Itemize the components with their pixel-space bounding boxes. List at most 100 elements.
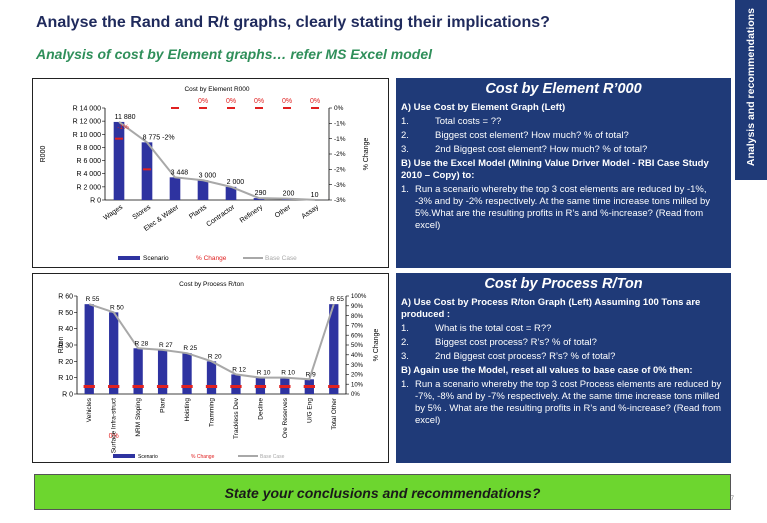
data-label: R 55: [330, 296, 344, 303]
pct-change-mark: [171, 107, 179, 109]
y-axis-title: R000: [40, 146, 47, 163]
y2-tick-label: -3%: [334, 197, 346, 204]
element-item: 3. 2nd Biggest cost element? How much? % …: [401, 144, 648, 155]
y2-tick-label: -1%: [334, 136, 346, 143]
element-panel-title: Cost by Element R’000: [485, 81, 642, 97]
data-label: R 10: [281, 370, 295, 377]
data-label: 290: [255, 190, 267, 197]
x-tick-label: U/G Eng: [306, 398, 313, 423]
data-label: R 12: [232, 366, 246, 373]
data-label: R 50: [110, 304, 124, 311]
bar: [225, 186, 237, 200]
x-tick-label: Trackless Dev: [233, 397, 240, 439]
element-heading-b: B) Use the Excel Model (Mining Value Dri…: [401, 158, 709, 181]
bar: [329, 304, 339, 394]
x-tick-label: Plant: [160, 398, 167, 413]
y-tick-label: R 10: [58, 375, 73, 382]
legend-label: Scenario: [143, 255, 169, 262]
y-tick-label: R 50: [58, 310, 73, 317]
x-tick-label: Plants: [188, 204, 208, 221]
page-title: Analyse the Rand and R/t graphs, clearly…: [36, 14, 550, 31]
data-label: R 25: [183, 345, 197, 352]
pct-change-mark: [230, 385, 242, 388]
data-label: 11 880: [115, 114, 136, 121]
x-tick-label: Ore Reserves: [282, 397, 289, 438]
pct-change-label: 0%: [109, 433, 119, 440]
x-tick-label: Contractor: [205, 204, 236, 229]
data-label: 200: [283, 191, 295, 198]
y-tick-label: R 14 000: [73, 106, 102, 113]
y-tick-label: R 60: [58, 294, 73, 301]
y2-tick-label: -2%: [334, 151, 346, 158]
y2-tick-label: 70%: [351, 324, 364, 330]
process-chart[interactable]: Cost by Process R/ton R 60 R 50 R 40 R 30 R 2…: [32, 273, 389, 463]
bar: [84, 304, 94, 394]
legend-label: Base Case: [260, 454, 285, 460]
pct-change-label: 0%: [198, 98, 208, 105]
pct-change-mark: [108, 385, 120, 388]
y-tick-label: R 30: [58, 343, 73, 350]
data-label: R 55: [86, 296, 100, 303]
page-number: 7: [730, 496, 734, 502]
y2-axis-title: % Change: [373, 329, 380, 362]
pct-change-label: 0%: [254, 98, 264, 105]
y2-axis-title: % Change: [363, 138, 370, 171]
x-tick-label: Total Other: [331, 397, 338, 430]
y2-tick-label: 90%: [351, 304, 364, 310]
bar: [206, 361, 217, 394]
element-panel: Cost by Element R’000 A) Use Cost by Ele…: [396, 78, 731, 268]
legend-swatch-scenario: [118, 256, 140, 260]
data-label: R 27: [159, 342, 173, 349]
pct-change-label: -1%: [117, 124, 129, 131]
data-label: 10: [311, 192, 319, 199]
y2-tick-label: 20%: [351, 373, 364, 379]
y2-tick-label: -2%: [334, 167, 346, 174]
side-tab[interactable]: Analysis and recommendations: [735, 0, 767, 180]
bar: [231, 374, 241, 394]
pct-change-mark: [115, 137, 123, 140]
y-tick-label: R 10 000: [73, 132, 102, 139]
y2-tick-label: 60%: [351, 333, 364, 339]
x-tick-label: NRM Stoping: [135, 398, 142, 437]
process-item: 3. 2nd Biggest cost process? R’s? % of to…: [401, 351, 616, 362]
pct-change-mark: [227, 107, 235, 109]
bar: [109, 312, 119, 394]
base-case-line: [118, 121, 316, 201]
legend-label: % Change: [196, 255, 227, 262]
process-item: 2. Biggest cost process? R’s? % of total?: [401, 337, 597, 348]
bar: [141, 142, 153, 200]
y-tick-label: R 0: [62, 392, 73, 399]
pct-change-mark: [283, 107, 291, 109]
data-label: 8 775 -2%: [143, 134, 175, 141]
chart-title: Cost by Process R/ton: [179, 281, 244, 288]
pct-change-mark: [199, 107, 207, 109]
process-panel: Cost by Process R/Ton A) Use Cost by Pro…: [396, 273, 731, 463]
pct-change-mark: [83, 385, 95, 388]
conclusion-banner[interactable]: State your conclusions and recommendatio…: [34, 474, 731, 510]
pct-change-label: 0%: [282, 98, 292, 105]
element-chart-svg: Cost by Element R000 R 14 000 R 12 000 R 10…: [40, 86, 370, 262]
x-tick-label: Stores: [132, 204, 153, 222]
process-heading-a: A) Use Cost by Process R/ton Graph (Left…: [401, 297, 701, 320]
y-tick-label: R 6 000: [76, 158, 101, 165]
y-tick-label: R 0: [90, 198, 101, 205]
data-label: 2 000: [227, 179, 245, 186]
element-bullet: 1. Run a scenario whereby the top 3 cost …: [401, 184, 710, 231]
x-tick-label: Refinery: [239, 204, 265, 225]
x-tick-label: Other: [274, 204, 293, 220]
x-tick-label: Surface Infra-struct: [111, 398, 118, 453]
y2-tick-label: 0%: [351, 392, 360, 398]
y2-tick-label: 100%: [351, 294, 367, 300]
y-tick-label: R 2 000: [76, 184, 101, 191]
x-tick-label: Hoisting: [184, 398, 191, 422]
y2-tick-label: 10%: [351, 382, 364, 388]
pct-change-mark: [181, 385, 193, 388]
element-chart[interactable]: Cost by Element R000 R 14 000 R 12 000 R 10…: [32, 78, 389, 268]
x-tick-label: Assay: [301, 204, 321, 221]
legend-label: Base Case: [265, 255, 297, 262]
y2-tick-label: 80%: [351, 314, 364, 320]
data-label: R 10: [257, 370, 271, 377]
pct-change-mark: [156, 385, 169, 388]
pct-change-mark: [303, 385, 315, 388]
element-heading-a: A) Use Cost by Element Graph (Left): [401, 102, 566, 113]
